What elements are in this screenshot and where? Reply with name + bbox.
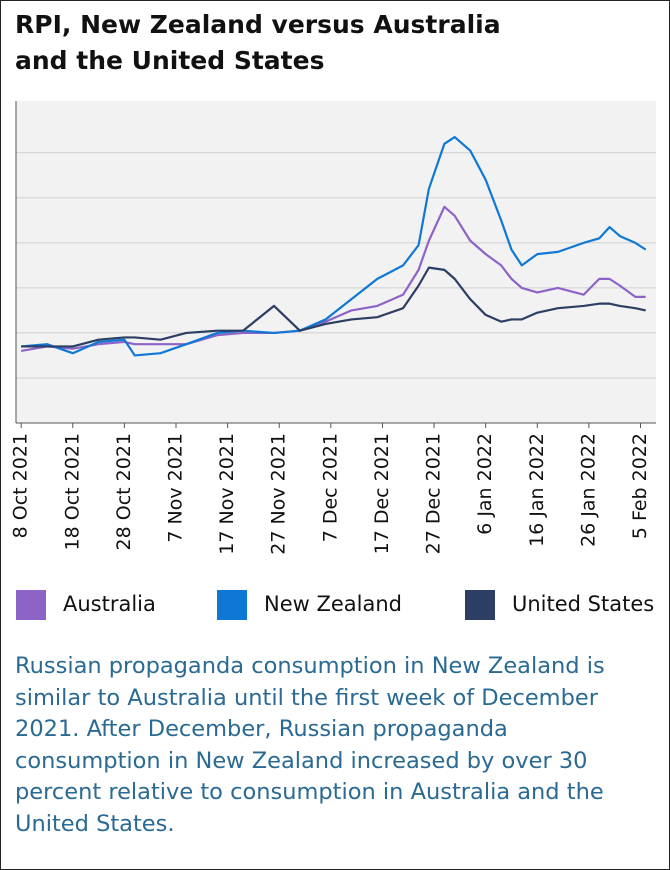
legend-swatch xyxy=(465,590,495,620)
x-tick-label: 8 Oct 2021 xyxy=(10,433,32,538)
series-line xyxy=(21,266,646,348)
chart: 8 Oct 2021 18 Oct 2021 28 Oct 2021 7 Nov 20… xyxy=(10,101,656,620)
x-tick-label: 18 Oct 2021 xyxy=(61,433,83,550)
x-tick-label: 27 Nov 2021 xyxy=(268,433,290,555)
x-tick-label: 5 Feb 2022 xyxy=(629,433,651,539)
plot-area xyxy=(16,101,656,423)
chart-title: RPI, New Zealand versus Australia and th… xyxy=(15,10,501,75)
x-tick-label: 27 Dec 2021 xyxy=(423,433,445,554)
x-tick-label: 7 Dec 2021 xyxy=(319,433,341,542)
x-tick-label: 7 Nov 2021 xyxy=(165,433,187,543)
legend-swatch xyxy=(16,590,46,620)
legend-label: Australia xyxy=(63,592,156,616)
x-tick-label: 16 Jan 2022 xyxy=(526,433,548,547)
caption: Russian propaganda consumption in New Ze… xyxy=(15,653,605,837)
x-tick-label: 26 Jan 2022 xyxy=(577,433,599,547)
legend-label: United States xyxy=(512,592,654,616)
x-tick-label: 17 Dec 2021 xyxy=(371,433,393,554)
x-tick-label: 28 Oct 2021 xyxy=(113,433,135,550)
legend-label: New Zealand xyxy=(264,592,402,616)
series-line xyxy=(21,135,647,357)
legend-swatch xyxy=(217,590,247,620)
series-line xyxy=(20,205,646,353)
x-tick-label: 6 Jan 2022 xyxy=(474,433,496,535)
x-tick-label: 17 Nov 2021 xyxy=(216,433,238,555)
